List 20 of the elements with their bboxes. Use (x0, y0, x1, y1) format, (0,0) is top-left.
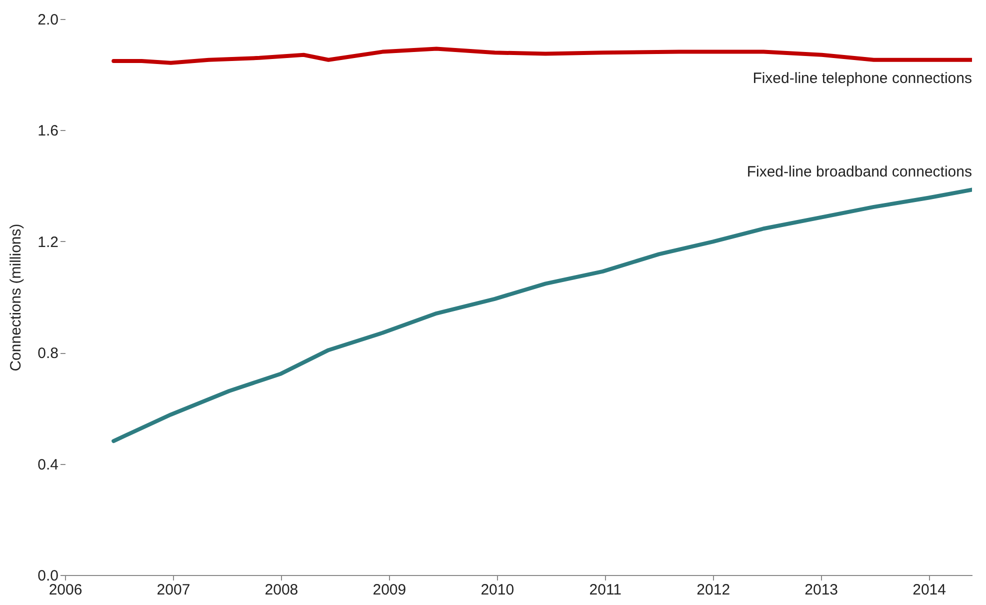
x-tick-label: 2007 (156, 582, 190, 598)
y-tick-label: 0.0 (38, 568, 58, 584)
line-series (112, 188, 972, 444)
x-tick-label: 2011 (589, 582, 622, 598)
series-label: Fixed-line broadband connections (746, 164, 972, 181)
line-series (112, 46, 972, 65)
y-tick-label: 1.2 (38, 234, 58, 251)
series-label: Fixed-line telephone connections (752, 70, 972, 87)
y-axis-title: Connections (millions) (8, 224, 25, 372)
x-tick-label: 2006 (48, 582, 82, 598)
x-tick-label: 2013 (804, 582, 838, 598)
y-tick-label: 0.8 (38, 345, 58, 362)
y-tick-label: 0.4 (38, 456, 58, 474)
x-tick-label: 2014 (912, 582, 946, 598)
x-tick-label: 2010 (480, 582, 514, 598)
x-tick-label: 2008 (264, 582, 298, 598)
y-tick-label: 1.6 (38, 122, 58, 140)
x-tick-label: 2012 (696, 582, 730, 598)
y-tick-label: 2.0 (38, 12, 58, 28)
x-tick-label: 2009 (372, 582, 406, 598)
